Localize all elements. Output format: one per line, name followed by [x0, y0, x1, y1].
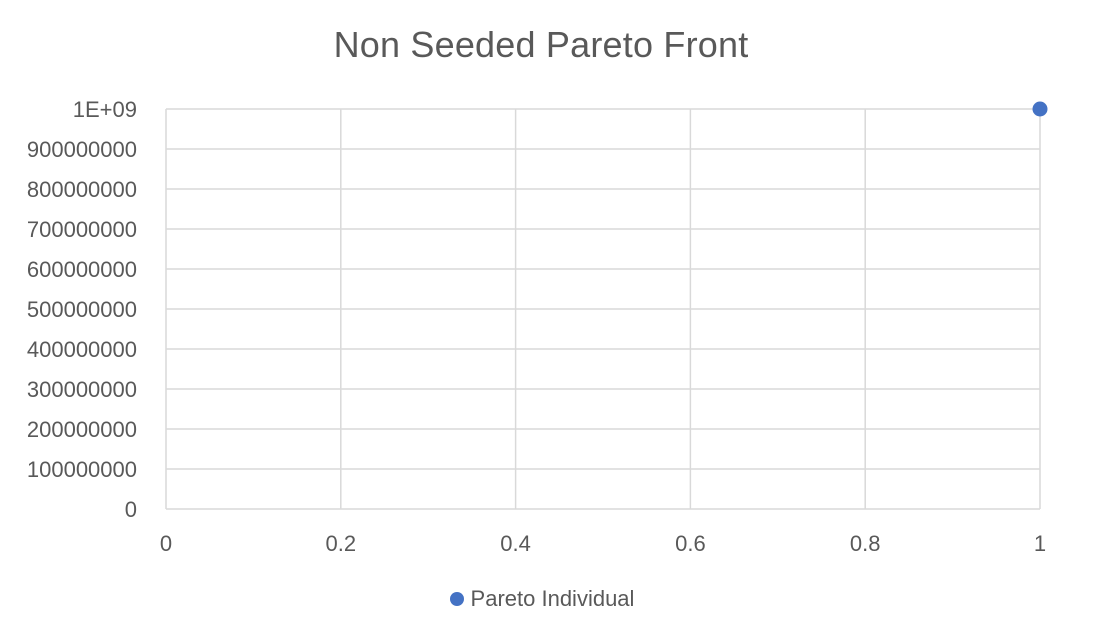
y-tick-label: 900000000 [27, 137, 137, 162]
y-tick-label: 600000000 [27, 257, 137, 282]
x-tick-label: 0.4 [500, 531, 531, 556]
chart-title: Non Seeded Pareto Front [333, 24, 749, 65]
y-tick-label: 1E+09 [73, 97, 137, 122]
x-axis-tick-labels: 0 0.2 0.4 0.6 0.8 1 [160, 531, 1046, 556]
y-tick-label: 100000000 [27, 457, 137, 482]
x-tick-label: 0 [160, 531, 172, 556]
x-tick-label: 0.8 [850, 531, 881, 556]
y-tick-label: 700000000 [27, 217, 137, 242]
legend: Pareto Individual [0, 586, 1084, 612]
data-points [1032, 101, 1048, 117]
x-tick-label: 0.2 [326, 531, 357, 556]
y-axis-tick-labels: 0 100000000 200000000 300000000 400000000 500… [27, 97, 137, 522]
y-tick-label: 200000000 [27, 417, 137, 442]
legend-label: Pareto Individual [470, 586, 635, 611]
y-tick-label: 800000000 [27, 177, 137, 202]
y-tick-label: 300000000 [27, 377, 137, 402]
x-tick-label: 1 [1034, 531, 1046, 556]
y-tick-label: 500000000 [27, 297, 137, 322]
y-tick-label: 400000000 [27, 337, 137, 362]
x-tick-label: 0.6 [675, 531, 706, 556]
y-tick-label: 0 [125, 497, 137, 522]
legend-marker-icon [449, 592, 464, 606]
horizontal-gridlines [166, 108, 1040, 510]
data-point [1032, 101, 1048, 117]
